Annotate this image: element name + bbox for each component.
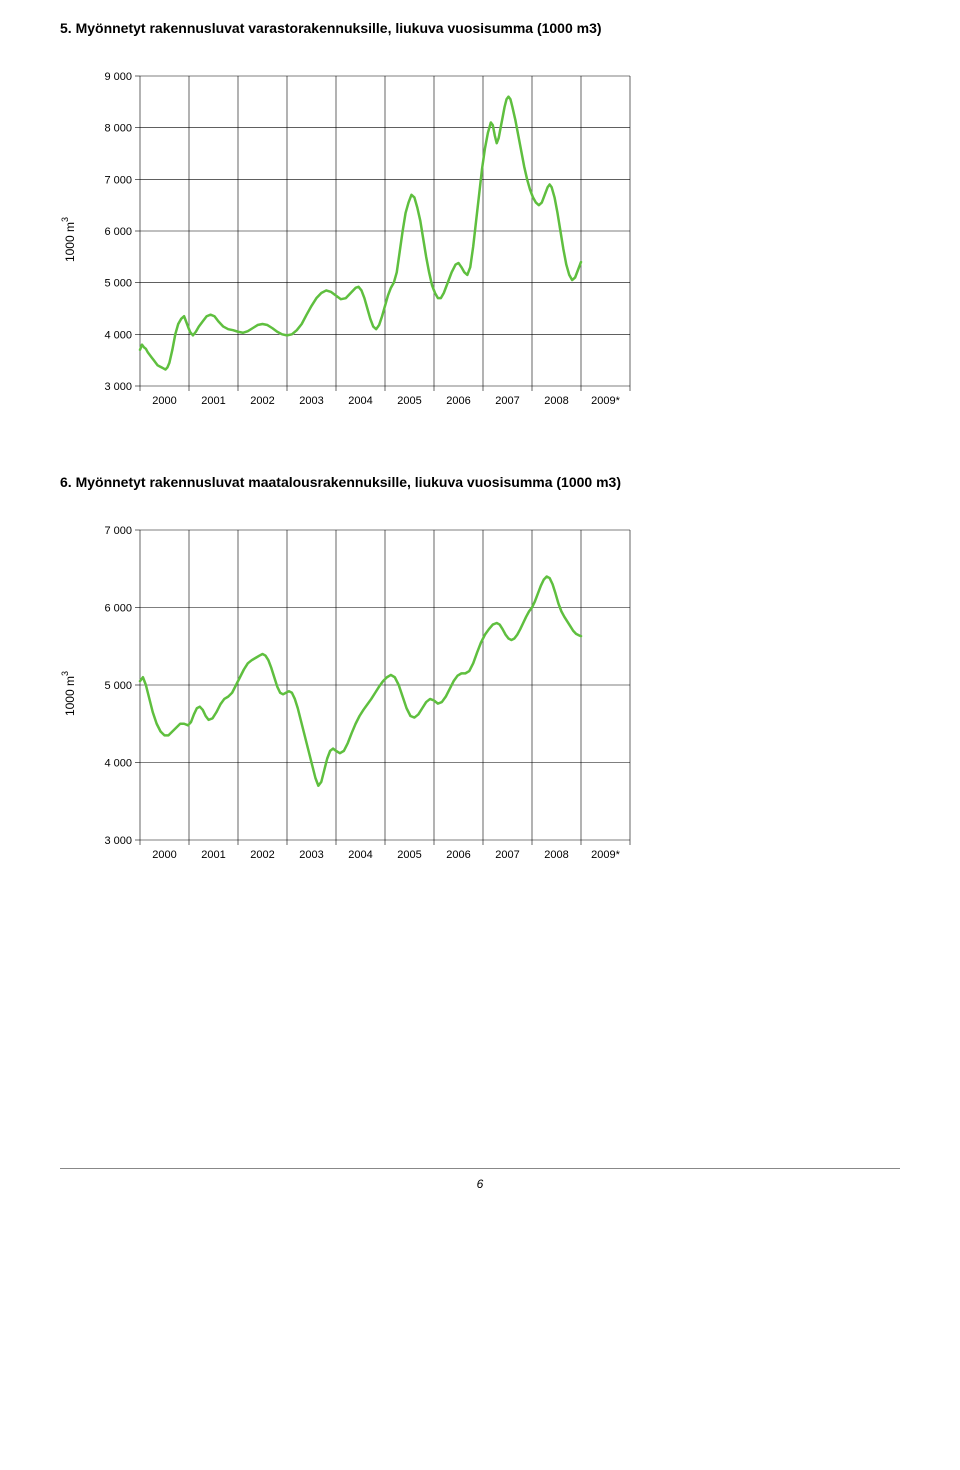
svg-text:2002: 2002 [250,849,274,861]
svg-text:2000: 2000 [152,395,176,407]
svg-text:3 000: 3 000 [104,381,132,393]
svg-text:2002: 2002 [250,395,274,407]
svg-text:2007: 2007 [495,395,519,407]
chart-wrapper-2: 1000 m3 3 000 4 000 5 000 6 000 7 000 2000 200… [60,520,900,868]
svg-text:7 000: 7 000 [104,525,132,537]
svg-text:2000: 2000 [152,849,176,861]
svg-text:2006: 2006 [446,395,470,407]
svg-text:2001: 2001 [201,395,225,407]
svg-text:2005: 2005 [397,395,421,407]
chart-svg-2: 3 000 4 000 5 000 6 000 7 000 2000 2001 2002 200… [85,520,640,868]
svg-text:2009*: 2009* [591,395,620,407]
chart-block-1: 5. Myönnetyt rakennusluvat varastorakenn… [60,20,900,414]
svg-text:2005: 2005 [397,849,421,861]
page-footer: 6 [60,1168,900,1191]
chart-wrapper-1: 1000 m3 3 000 4 000 5 000 6 000 7 000 8 000 9 … [60,66,900,414]
svg-text:2009*: 2009* [591,849,620,861]
svg-text:2003: 2003 [299,849,323,861]
chart-svg-1: 3 000 4 000 5 000 6 000 7 000 8 000 9 000 2000 2… [85,66,640,414]
svg-text:2001: 2001 [201,849,225,861]
chart-title-1: 5. Myönnetyt rakennusluvat varastorakenn… [60,20,900,36]
page-number: 6 [477,1177,484,1191]
chart-block-2: 6. Myönnetyt rakennusluvat maatalousrake… [60,474,900,868]
svg-text:3 000: 3 000 [104,835,132,847]
svg-text:2006: 2006 [446,849,470,861]
svg-text:8 000: 8 000 [104,123,132,135]
svg-text:6 000: 6 000 [104,226,132,238]
chart-title-2: 6. Myönnetyt rakennusluvat maatalousrake… [60,474,900,490]
y-axis-label-2: 1000 m3 [60,671,77,716]
svg-text:9 000: 9 000 [104,71,132,83]
svg-text:2004: 2004 [348,395,372,407]
svg-text:4 000: 4 000 [104,758,132,770]
y-axis-label-1: 1000 m3 [60,217,77,262]
svg-text:6 000: 6 000 [104,603,132,615]
svg-text:7 000: 7 000 [104,174,132,186]
svg-text:2004: 2004 [348,849,372,861]
svg-text:2008: 2008 [544,849,568,861]
svg-text:5 000: 5 000 [104,680,132,692]
svg-text:4 000: 4 000 [104,329,132,341]
svg-text:2008: 2008 [544,395,568,407]
svg-text:2003: 2003 [299,395,323,407]
svg-text:5 000: 5 000 [104,278,132,290]
svg-text:2007: 2007 [495,849,519,861]
